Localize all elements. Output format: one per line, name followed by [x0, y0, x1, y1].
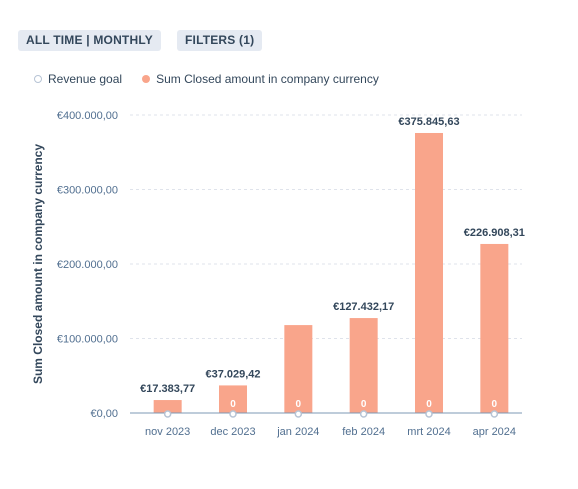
goal-value-label: 0	[426, 399, 432, 410]
goal-value-label: 0	[492, 399, 498, 410]
bar-value-label: €37.029,42	[205, 368, 260, 380]
bar-value-label: €17.383,77	[140, 383, 195, 395]
goal-value-label: 0	[361, 399, 367, 410]
date-range-filter-button[interactable]: ALL TIME | MONTHLY	[18, 30, 161, 51]
legend-label-revenue-goal: Revenue goal	[48, 72, 123, 86]
x-tick-label: mrt 2024	[407, 426, 450, 438]
bar	[284, 325, 313, 413]
legend-item-closed-amount[interactable]: Sum Closed amount in company currency	[142, 72, 379, 86]
y-tick-label: €200.000,00	[57, 259, 118, 271]
goal-marker	[229, 410, 237, 418]
x-tick-label: feb 2024	[342, 426, 385, 438]
x-tick-label: dec 2023	[210, 426, 255, 438]
chart-legend: Revenue goal Sum Closed amount in compan…	[34, 72, 379, 86]
goal-marker	[425, 410, 433, 418]
bar-value-label: €375.845,63	[398, 116, 459, 128]
filters-button[interactable]: FILTERS (1)	[177, 30, 263, 51]
x-tick-label: apr 2024	[473, 426, 516, 438]
goal-marker	[490, 410, 499, 418]
goal-marker	[359, 410, 368, 418]
x-tick-label: nov 2023	[145, 426, 190, 438]
legend-item-revenue-goal[interactable]: Revenue goal	[34, 72, 122, 86]
bar	[415, 132, 443, 414]
goal-marker	[294, 410, 303, 418]
goal-value-label: 0	[296, 399, 302, 410]
hollow-circle-icon	[34, 75, 42, 83]
goal-marker	[163, 410, 172, 418]
goal-value-label: 0	[230, 399, 236, 410]
y-axis-label: Sum Closed amount in company currency	[31, 144, 45, 384]
bar-value-label: €226.908,31	[464, 227, 525, 239]
y-tick-label: €400.000,00	[57, 110, 118, 122]
y-tick-label: €0,00	[90, 408, 118, 420]
y-tick-label: €100.000,00	[57, 334, 118, 346]
bar-value-label: €127.432,17	[333, 301, 394, 313]
filled-circle-icon	[142, 75, 151, 83]
x-tick-label: jan 2024	[276, 426, 319, 438]
bar	[219, 385, 247, 413]
bar	[153, 400, 182, 413]
bar	[480, 243, 509, 413]
legend-label-closed-amount: Sum Closed amount in company currency	[156, 72, 379, 86]
bar	[349, 318, 378, 413]
y-tick-label: €300.000,00	[57, 185, 118, 197]
